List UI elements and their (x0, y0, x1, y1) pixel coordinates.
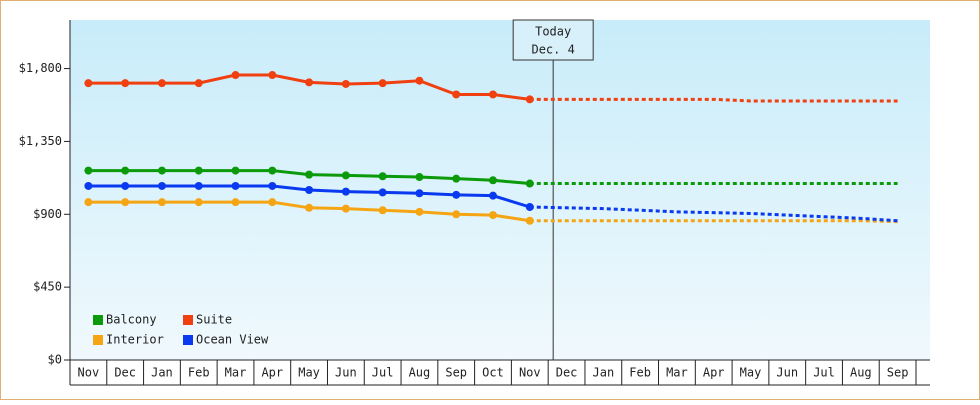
price-point (194, 181, 203, 190)
x-tick-label: Apr (703, 366, 725, 380)
legend-swatch (93, 315, 103, 325)
price-point (489, 176, 497, 185)
price-point (121, 79, 130, 88)
price-point (341, 204, 350, 213)
price-point (268, 166, 277, 175)
price-point (305, 78, 314, 87)
price-point (415, 189, 424, 198)
x-tick-label: Jul (813, 366, 835, 380)
price-point (489, 191, 497, 200)
price-point (452, 190, 461, 199)
price-point (452, 210, 461, 219)
x-tick-label: Jun (335, 366, 357, 380)
price-point (378, 79, 387, 88)
legend-label: Ocean View (196, 333, 269, 347)
price-point (121, 166, 130, 175)
price-point (341, 187, 350, 196)
price-point (341, 171, 350, 180)
price-point (452, 90, 461, 99)
x-tick-label: Feb (629, 366, 651, 380)
price-point (231, 198, 240, 207)
price-point (231, 71, 240, 80)
x-tick-label: May (740, 366, 762, 380)
price-point (84, 198, 93, 207)
legend-label: Suite (196, 313, 232, 327)
x-tick-label: Mar (666, 366, 688, 380)
y-tick-label: $900 (33, 207, 62, 221)
x-tick-label: Feb (188, 366, 210, 380)
price-point (378, 206, 387, 215)
legend-swatch (183, 315, 193, 325)
x-tick-label: Oct (482, 366, 504, 380)
price-point (525, 216, 534, 225)
price-point (121, 198, 130, 207)
x-tick-label: Nov (519, 366, 541, 380)
price-point (525, 203, 534, 211)
price-point (194, 79, 203, 88)
forecast-line (529, 205, 898, 223)
x-tick-label: Dec (556, 366, 578, 380)
price-point (452, 174, 461, 183)
y-tick-label: $0 (48, 353, 62, 367)
x-tick-label: Jan (593, 366, 615, 380)
price-point (415, 173, 424, 182)
y-tick-label: $450 (33, 280, 62, 294)
price-point (268, 181, 277, 190)
price-point (489, 211, 497, 220)
x-tick-label: Aug (850, 366, 872, 380)
price-point (525, 95, 534, 104)
price-point (305, 203, 314, 212)
price-point (194, 166, 203, 175)
price-point (378, 172, 387, 181)
legend-swatch (183, 335, 193, 345)
price-point (268, 198, 277, 207)
price-point (378, 188, 387, 197)
price-point (415, 207, 424, 216)
price-point (157, 198, 166, 207)
price-point (121, 181, 130, 190)
price-point (489, 90, 497, 99)
price-point (525, 179, 534, 188)
forecast-line (529, 219, 898, 224)
legend-label: Balcony (106, 313, 157, 327)
y-tick-label: $1,350 (19, 134, 62, 148)
price-point (194, 198, 203, 207)
price-point (305, 170, 314, 179)
x-tick-label: Sep (445, 366, 467, 380)
x-tick-label: Mar (225, 366, 247, 380)
x-tick-label: Sep (887, 366, 909, 380)
x-tick-label: Jun (776, 366, 798, 380)
x-tick-label: Apr (261, 366, 283, 380)
forecast-line (529, 97, 898, 103)
price-point (305, 186, 314, 194)
price-point (231, 181, 240, 190)
today-title: Today (535, 25, 571, 39)
y-tick-label: $1,800 (19, 61, 62, 75)
price-point (84, 166, 93, 175)
price-point (268, 71, 277, 80)
price-point (231, 166, 240, 175)
x-tick-label: Aug (409, 366, 431, 380)
x-tick-label: May (298, 366, 320, 380)
x-tick-label: Jul (372, 366, 394, 380)
price-point (341, 79, 350, 88)
price-point (157, 166, 166, 175)
x-tick-label: Dec (114, 366, 136, 380)
legend-label: Interior (106, 333, 164, 347)
price-point (157, 79, 166, 88)
x-tick-label: Nov (78, 366, 100, 380)
price-point (84, 181, 93, 190)
legend-swatch (93, 335, 103, 345)
today-date: Dec. 4 (531, 43, 574, 57)
price-point (84, 79, 93, 88)
today-box (512, 19, 594, 61)
price-point (157, 181, 166, 190)
plot-area (70, 20, 930, 360)
x-tick-label: Jan (151, 366, 173, 380)
price-point (415, 76, 424, 85)
